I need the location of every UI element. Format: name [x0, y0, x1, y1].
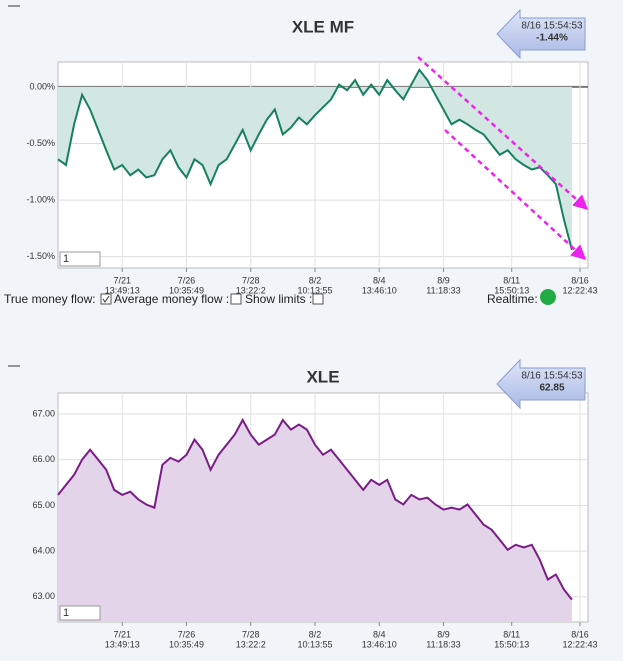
- x-tick-label: 10:35:49: [169, 285, 204, 295]
- x-tick-label: 13:49:13: [105, 285, 140, 295]
- badge-value: 62.85: [539, 383, 564, 394]
- trend-line: [444, 129, 587, 261]
- chart-title: XLE: [306, 367, 339, 386]
- x-tick-label: 7/26: [178, 275, 196, 285]
- label: Average money flow :: [114, 292, 229, 306]
- badge: [496, 8, 586, 60]
- x-tick-label: 8/11: [503, 629, 520, 639]
- x-tick-label: 13:46:10: [362, 285, 397, 295]
- label: True money flow:: [4, 292, 96, 306]
- input-box: [59, 251, 101, 267]
- badge-value: -1.44%: [536, 33, 568, 44]
- badge-date: 8/16 15:54:53: [521, 21, 583, 32]
- x-tick-label: 8/9: [437, 275, 450, 285]
- y-tick-label: -1.00%: [26, 194, 55, 204]
- x-tick-label: 10:13:55: [297, 639, 332, 649]
- x-tick-label: 8/11: [503, 275, 520, 285]
- x-tick-label: 10:13:55: [297, 285, 332, 295]
- y-tick-label: 66.00: [32, 454, 55, 464]
- y-tick-label: 63.00: [32, 591, 55, 601]
- x-tick-label: 7/28: [242, 275, 260, 285]
- x-tick-label: 7/21: [113, 629, 131, 639]
- badge: [496, 358, 586, 410]
- label: Realtime:: [487, 292, 538, 306]
- input-value: 1: [63, 607, 69, 619]
- x-tick-label: 8/16: [571, 275, 589, 285]
- x-tick-label: 12:22:43: [562, 639, 597, 649]
- checkbox[interactable]: [312, 293, 324, 305]
- line: [57, 417, 573, 601]
- y-tick-label: -0.50%: [26, 138, 55, 148]
- x-tick-label: 15:50:13: [494, 639, 529, 649]
- x-tick-label: 13:22:2: [236, 285, 266, 295]
- x-tick-label: 13:22:2: [236, 639, 266, 649]
- x-tick-label: 12:22:43: [562, 285, 597, 295]
- label: Show limits :: [245, 292, 312, 306]
- y-tick-label: 64.00: [32, 546, 55, 556]
- x-tick-label: 7/28: [242, 629, 260, 639]
- x-tick-label: 8/2: [309, 629, 322, 639]
- x-tick-label: 8/4: [373, 275, 386, 285]
- y-tick-label: 67.00: [32, 408, 55, 418]
- realtime-indicator: [540, 289, 556, 305]
- x-tick-label: 8/2: [309, 275, 322, 285]
- y-tick-label: -1.50%: [26, 251, 55, 261]
- x-tick-label: 15:50:13: [494, 285, 529, 295]
- area: [58, 420, 572, 622]
- trend-line: [417, 56, 589, 211]
- x-tick-label: 13:46:10: [362, 639, 397, 649]
- x-tick-label: 7/26: [178, 629, 196, 639]
- badge-date: 8/16 15:54:53: [521, 371, 583, 382]
- x-tick-label: 11:18:33: [426, 639, 460, 649]
- controls: True money flow: Average money flow : Sh…: [4, 289, 556, 306]
- input-value: 1: [63, 253, 69, 265]
- chart-title: XLE MF: [292, 17, 354, 36]
- check: [102, 295, 110, 303]
- input-box: [59, 605, 101, 621]
- x-tick-label: 11:18:33: [426, 285, 460, 295]
- x-tick-label: 8/16: [571, 629, 589, 639]
- checkbox[interactable]: [230, 293, 242, 305]
- x-tick-label: 13:49:13: [105, 639, 140, 649]
- line: [57, 68, 573, 251]
- area: [58, 69, 572, 250]
- checkbox[interactable]: [100, 293, 112, 305]
- x-tick-label: 8/4: [373, 629, 386, 639]
- x-tick-label: 7/21: [113, 275, 131, 285]
- y-tick-label: 65.00: [32, 500, 55, 510]
- x-tick-label: 10:35:49: [169, 639, 204, 649]
- y-tick-label: 0.00%: [29, 81, 55, 91]
- x-tick-label: 8/9: [437, 629, 450, 639]
